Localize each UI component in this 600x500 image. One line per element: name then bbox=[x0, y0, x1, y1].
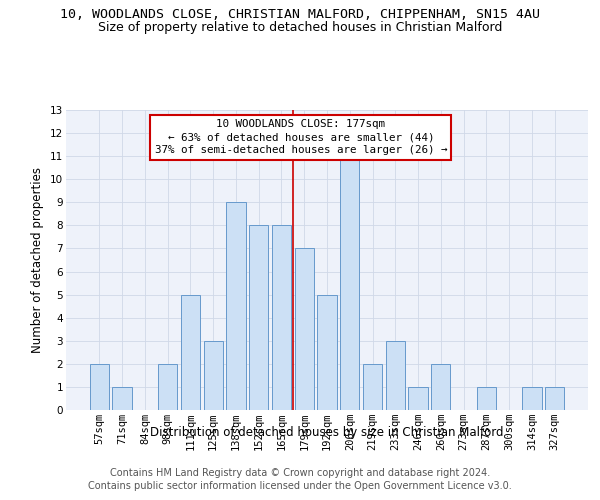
Bar bbox=[158, 364, 178, 410]
Text: 10 WOODLANDS CLOSE: 177sqm
← 63% of detached houses are smaller (44)
37% of semi: 10 WOODLANDS CLOSE: 177sqm ← 63% of deta… bbox=[155, 119, 447, 156]
Text: Contains public sector information licensed under the Open Government Licence v3: Contains public sector information licen… bbox=[88, 481, 512, 491]
Y-axis label: Number of detached properties: Number of detached properties bbox=[31, 167, 44, 353]
Bar bbox=[90, 364, 109, 410]
Bar bbox=[409, 387, 428, 410]
Bar bbox=[203, 341, 223, 410]
Bar bbox=[363, 364, 382, 410]
Bar bbox=[476, 387, 496, 410]
Bar bbox=[317, 294, 337, 410]
Text: Distribution of detached houses by size in Christian Malford: Distribution of detached houses by size … bbox=[150, 426, 504, 439]
Bar bbox=[226, 202, 245, 410]
Bar bbox=[386, 341, 405, 410]
Text: Size of property relative to detached houses in Christian Malford: Size of property relative to detached ho… bbox=[98, 21, 502, 34]
Bar bbox=[249, 226, 268, 410]
Text: Contains HM Land Registry data © Crown copyright and database right 2024.: Contains HM Land Registry data © Crown c… bbox=[110, 468, 490, 477]
Bar bbox=[272, 226, 291, 410]
Bar bbox=[545, 387, 564, 410]
Bar bbox=[181, 294, 200, 410]
Bar bbox=[522, 387, 542, 410]
Text: 10, WOODLANDS CLOSE, CHRISTIAN MALFORD, CHIPPENHAM, SN15 4AU: 10, WOODLANDS CLOSE, CHRISTIAN MALFORD, … bbox=[60, 8, 540, 20]
Bar bbox=[431, 364, 451, 410]
Bar bbox=[340, 156, 359, 410]
Bar bbox=[112, 387, 132, 410]
Bar bbox=[295, 248, 314, 410]
